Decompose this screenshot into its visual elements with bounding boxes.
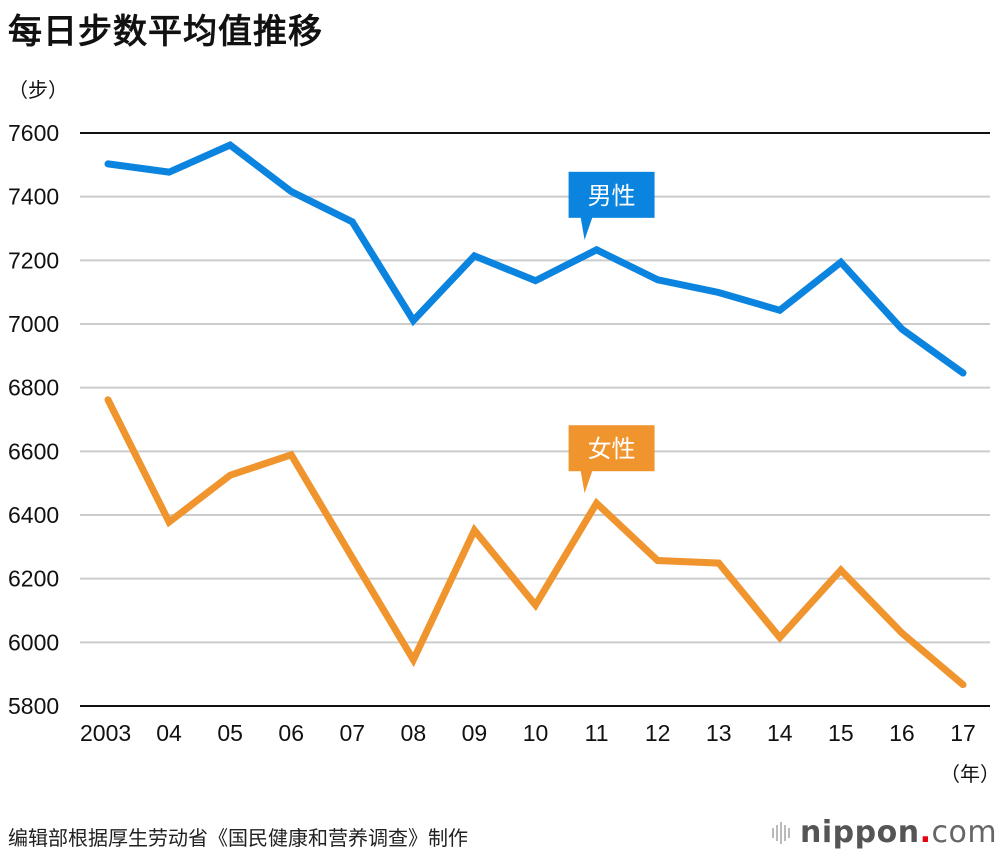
y-axis-ticks: 7600 7400 7200 7000 6800 6600 6400 6200 6000 5800 xyxy=(8,120,59,719)
logo-dot: . xyxy=(919,815,932,850)
x-axis-ticks: 2003 04 05 06 07 08 09 10 11 12 13 14 15 16 17 xyxy=(80,720,976,746)
x-tick-label: 13 xyxy=(706,720,732,746)
x-axis-unit-label: （年） xyxy=(940,762,1000,786)
logo-word-rest: com xyxy=(931,815,998,850)
x-tick-label: 08 xyxy=(401,720,427,746)
callout-label: 女性 xyxy=(588,435,636,463)
y-tick-label: 6400 xyxy=(8,502,59,528)
y-axis-unit-label: （步） xyxy=(8,78,68,102)
callout-box xyxy=(568,425,655,472)
gridlines xyxy=(80,132,990,707)
x-tick-label: 15 xyxy=(828,720,854,746)
chart-title: 每日步数平均值推移 xyxy=(8,12,323,52)
callout-label: 男性 xyxy=(588,182,636,210)
sound-bars-icon xyxy=(772,821,790,844)
y-tick-label: 6200 xyxy=(8,566,59,592)
logo-word-bold: nippon xyxy=(800,815,920,850)
x-tick-label: 17 xyxy=(950,720,976,746)
callout-pointer xyxy=(580,216,593,240)
x-tick-label: 09 xyxy=(462,720,488,746)
y-tick-label: 7600 xyxy=(8,120,59,146)
y-tick-label: 6800 xyxy=(8,375,59,401)
callout-pointer xyxy=(580,470,593,494)
source-note: 编辑部根据厚生劳动省《国民健康和营养调查》制作 xyxy=(8,826,468,850)
callout-male: 男性 xyxy=(568,171,655,240)
y-tick-label: 6600 xyxy=(8,438,59,464)
y-tick-label: 7000 xyxy=(8,311,59,337)
nippon-logo[interactable]: nippon.com xyxy=(772,815,997,850)
x-tick-label: 06 xyxy=(278,720,304,746)
series-line-male xyxy=(104,141,967,377)
y-tick-label: 5800 xyxy=(8,693,59,719)
callout-box xyxy=(568,171,655,218)
y-tick-label: 7400 xyxy=(8,184,59,210)
x-tick-label: 04 xyxy=(156,720,182,746)
callout-female: 女性 xyxy=(568,425,655,494)
x-tick-label: 16 xyxy=(889,720,915,746)
x-tick-label: 07 xyxy=(339,720,365,746)
series-lines xyxy=(104,141,967,689)
y-tick-label: 6000 xyxy=(8,629,59,655)
x-tick-label: 2003 xyxy=(80,720,131,746)
x-tick-label: 10 xyxy=(523,720,549,746)
x-tick-label: 11 xyxy=(585,720,609,746)
x-tick-label: 14 xyxy=(767,720,793,746)
x-tick-label: 12 xyxy=(645,720,671,746)
x-tick-label: 05 xyxy=(217,720,243,746)
y-tick-label: 7200 xyxy=(8,247,59,273)
